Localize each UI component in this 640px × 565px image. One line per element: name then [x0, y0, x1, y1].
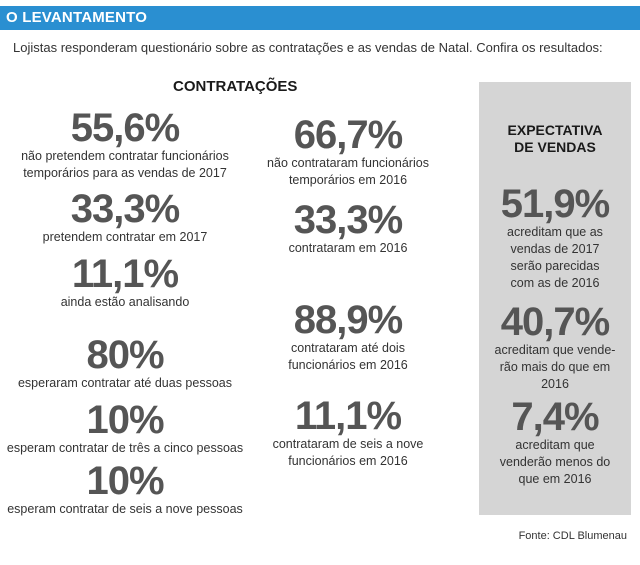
stat-left-2: 33,3% pretendem contratar em 2017 [10, 189, 240, 246]
stat-desc-line: funcionários em 2016 [288, 358, 408, 372]
stat-desc-line: serão parecidas [510, 259, 600, 273]
stat-value: 40,7% [500, 300, 610, 344]
stat-right-4: 11,1% contrataram de seis a nove funcion… [248, 396, 448, 470]
stat-value: 11,1% [71, 252, 179, 296]
expectativa-item-2: 40,7% acreditam que vende- rão mais do q… [479, 302, 631, 393]
stat-left-4: 80% esperaram contratar até duas pessoas [10, 335, 240, 392]
stat-left-6: 10% esperam contratar de seis a nove pes… [5, 461, 245, 518]
stat-desc-line: não pretendem contratar funcionários [21, 149, 229, 163]
expectativa-title-line: EXPECTATIVA [507, 122, 603, 138]
stat-desc-line: contrataram de seis a nove [272, 437, 424, 451]
expectativa-title-line: DE VENDAS [514, 139, 596, 155]
stat-desc-line: funcionários em 2016 [288, 454, 408, 468]
source-note: Fonte: CDL Blumenau [518, 530, 627, 542]
intro-text: Lojistas responderam questionário sobre … [13, 40, 603, 55]
stat-value: 33,3% [70, 187, 180, 231]
stat-right-3: 88,9% contrataram até dois funcionários … [248, 300, 448, 374]
stat-desc-line: 2016 [541, 377, 569, 391]
expectativa-item-1: 51,9% acreditam que as vendas de 2017 se… [479, 184, 631, 292]
stat-desc-line: vendas de 2017 [510, 242, 600, 256]
stat-desc-line: acreditam que vende- [494, 343, 616, 357]
stat-desc-line: temporários para as vendas de 2017 [23, 166, 227, 180]
contratacoes-title: CONTRATAÇÕES [173, 78, 298, 95]
stat-left-5: 10% esperam contratar de três a cinco pe… [5, 400, 245, 457]
stat-left-3: 11,1% ainda estão analisando [10, 254, 240, 311]
stat-value: 88,9% [293, 298, 403, 342]
stat-desc-line: esperam contratar de seis a nove pessoas [7, 502, 243, 516]
stat-value: 51,9% [500, 182, 610, 226]
stat-desc-line: temporários em 2016 [288, 173, 408, 187]
expectativa-panel: EXPECTATIVA DE VENDAS 51,9% acreditam qu… [479, 82, 631, 515]
stat-value: 7,4% [511, 395, 599, 439]
stat-value: 10% [86, 398, 164, 442]
stat-desc-line: que em 2016 [518, 472, 592, 486]
stat-value: 80% [86, 333, 164, 377]
stat-desc-line: não contrataram funcionários [267, 156, 429, 170]
stat-desc-line: contrataram em 2016 [288, 241, 408, 255]
stat-right-2: 33,3% contrataram em 2016 [248, 200, 448, 257]
stat-desc-line: acreditam que [515, 438, 595, 452]
stat-desc-line: rão mais do que em [499, 360, 611, 374]
stat-right-1: 66,7% não contrataram funcionários tempo… [248, 115, 448, 189]
stat-desc-line: venderão menos do [499, 455, 611, 469]
stat-value: 66,7% [293, 113, 403, 157]
stat-value: 11,1% [294, 394, 402, 438]
stat-desc-line: esperam contratar de três a cinco pessoa… [6, 441, 244, 455]
stat-desc-line: pretendem contratar em 2017 [42, 230, 208, 244]
stat-desc-line: acreditam que as [507, 225, 603, 239]
stat-left-1: 55,6% não pretendem contratar funcionári… [10, 108, 240, 182]
expectativa-title: EXPECTATIVA DE VENDAS [479, 122, 631, 156]
header-title: O LEVANTAMENTO [6, 9, 148, 26]
header-bar: O LEVANTAMENTO [0, 6, 640, 30]
stat-desc-line: ainda estão analisando [60, 295, 190, 309]
stat-desc-line: esperaram contratar até duas pessoas [17, 376, 232, 390]
expectativa-item-3: 7,4% acreditam que venderão menos do que… [479, 397, 631, 488]
stat-value: 33,3% [293, 198, 403, 242]
stat-value: 10% [86, 459, 164, 503]
stat-desc-line: com as de 2016 [510, 276, 600, 290]
stat-desc-line: contrataram até dois [291, 341, 405, 355]
stat-value: 55,6% [70, 106, 180, 150]
